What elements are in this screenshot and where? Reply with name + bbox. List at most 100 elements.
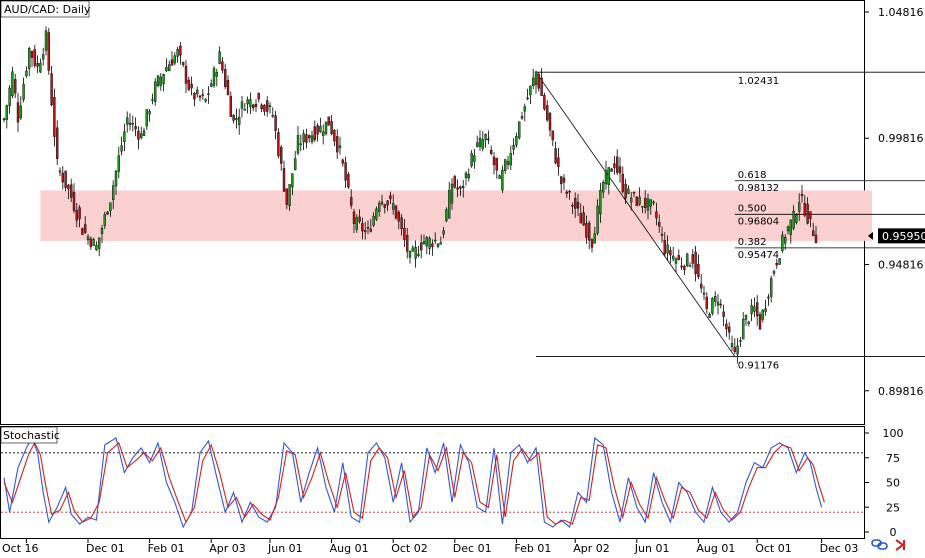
candle-body bbox=[6, 105, 8, 119]
candle-body bbox=[76, 210, 78, 220]
candle-body bbox=[672, 256, 674, 259]
price-tick-label: 0.94816 bbox=[878, 258, 924, 271]
candle-body bbox=[121, 146, 123, 152]
candle-body bbox=[367, 227, 369, 228]
candle bbox=[48, 28, 50, 75]
candle-body bbox=[107, 212, 109, 214]
candle-body bbox=[669, 250, 671, 255]
candle bbox=[454, 175, 456, 189]
candle-body bbox=[527, 98, 529, 99]
candle-body bbox=[325, 122, 327, 134]
time-tick-label: Jun 01 bbox=[634, 542, 670, 554]
candle-body bbox=[353, 212, 355, 224]
candle-body bbox=[653, 202, 655, 203]
time-tick-label: Jun 01 bbox=[267, 542, 303, 554]
candle-body bbox=[378, 203, 380, 212]
candle-body bbox=[84, 225, 86, 233]
candle-body bbox=[140, 134, 142, 138]
candle-body bbox=[95, 245, 97, 250]
candle-body bbox=[566, 192, 568, 194]
candle-body bbox=[426, 237, 428, 246]
candle-body bbox=[683, 266, 685, 270]
candle-body bbox=[20, 106, 22, 118]
candle-body bbox=[207, 94, 209, 95]
candle-body bbox=[305, 135, 307, 143]
candle-body bbox=[711, 298, 713, 313]
candle-body bbox=[188, 80, 190, 89]
candle-body bbox=[594, 234, 596, 244]
candle-body bbox=[294, 159, 296, 170]
candle-body bbox=[112, 186, 114, 200]
candle-body bbox=[597, 206, 599, 233]
candle-body bbox=[174, 56, 176, 63]
candle-body bbox=[462, 186, 464, 187]
candle-body bbox=[709, 314, 711, 317]
candle-body bbox=[401, 218, 403, 229]
candle-body bbox=[280, 147, 282, 163]
candle bbox=[759, 312, 761, 330]
candle-body bbox=[611, 169, 613, 172]
candle-body bbox=[347, 174, 349, 187]
candle-body bbox=[65, 171, 67, 188]
candle-body bbox=[798, 203, 800, 212]
candle-body bbox=[605, 170, 607, 184]
candle-body bbox=[51, 73, 53, 104]
candle-body bbox=[580, 213, 582, 223]
time-tick-label: Dec 01 bbox=[453, 542, 492, 554]
candle-body bbox=[658, 222, 660, 226]
candle-body bbox=[146, 109, 148, 126]
candle-body bbox=[289, 184, 291, 205]
candle-body bbox=[160, 77, 162, 86]
candle-body bbox=[471, 153, 473, 166]
candle-body bbox=[801, 194, 803, 195]
candle-body bbox=[235, 118, 237, 119]
candle-body bbox=[613, 164, 615, 168]
candle-body bbox=[163, 74, 165, 84]
candle-body bbox=[636, 197, 638, 206]
candle bbox=[81, 228, 83, 235]
candle-body bbox=[322, 132, 324, 136]
candle-body bbox=[406, 235, 408, 251]
candle-body bbox=[171, 60, 173, 66]
candle-body bbox=[403, 228, 405, 240]
candle-body bbox=[25, 71, 27, 76]
candle-body bbox=[695, 252, 697, 274]
candle-body bbox=[585, 223, 587, 237]
candle-body bbox=[238, 117, 240, 125]
candle-body bbox=[667, 245, 669, 253]
candle-body bbox=[297, 135, 299, 153]
candle-body bbox=[703, 293, 705, 294]
candle-body bbox=[244, 109, 246, 110]
candle-body bbox=[350, 197, 352, 205]
candle-body bbox=[132, 123, 134, 124]
price-tick-label: 0.99816 bbox=[878, 132, 924, 145]
candle-body bbox=[583, 213, 585, 226]
candle bbox=[445, 207, 447, 222]
candle-body bbox=[149, 111, 151, 114]
time-tick-label: Feb 01 bbox=[148, 542, 185, 554]
candle-body bbox=[482, 140, 484, 149]
candle-body bbox=[770, 278, 772, 296]
candle-body bbox=[767, 297, 769, 298]
fib-ratio-label: 0.500 bbox=[738, 203, 767, 214]
candle-body bbox=[151, 100, 153, 101]
candle-body bbox=[723, 312, 725, 317]
candle-body bbox=[510, 153, 512, 165]
candle-body bbox=[560, 177, 562, 184]
candle-body bbox=[104, 214, 106, 225]
candle-body bbox=[647, 199, 649, 211]
candle-body bbox=[420, 243, 422, 250]
candle-body bbox=[392, 204, 394, 210]
candle-body bbox=[221, 62, 223, 70]
candle-body bbox=[154, 82, 156, 102]
candle-body bbox=[34, 49, 36, 65]
candle-body bbox=[308, 135, 310, 138]
candle-body bbox=[465, 173, 467, 178]
candle-body bbox=[185, 66, 187, 83]
candle-body bbox=[440, 242, 442, 244]
candle-body bbox=[599, 190, 601, 214]
candle-body bbox=[423, 241, 425, 244]
candle-body bbox=[398, 212, 400, 221]
candle-body bbox=[476, 143, 478, 147]
